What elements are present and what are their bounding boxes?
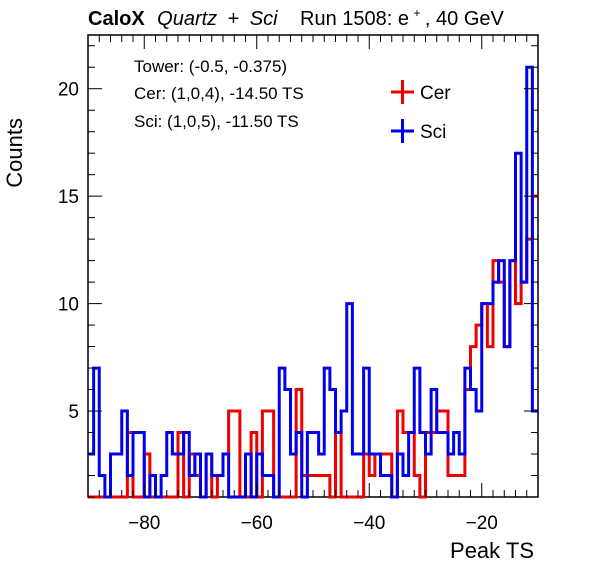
y-tick-label: 10 xyxy=(58,295,79,316)
legend: Cer Sci xyxy=(391,80,451,143)
x-tick-label: −80 xyxy=(128,513,160,534)
x-tick-label: −40 xyxy=(353,513,385,534)
legend-item-cer: Cer xyxy=(391,80,451,104)
title-run-suffix: , 40 GeV xyxy=(425,8,505,30)
y-tick-label: 5 xyxy=(68,402,79,423)
title-subtitle-b: Sci xyxy=(250,8,278,30)
x-axis-label: Peak TS xyxy=(450,538,534,563)
y-tick-label: 20 xyxy=(58,80,79,101)
chart-title: CaloX Quartz + Sci Run 1508: e + , 40 Ge… xyxy=(88,4,505,30)
x-tick-label: −60 xyxy=(241,513,273,534)
title-subtitle-plus: + xyxy=(228,8,240,30)
legend-label-sci: Sci xyxy=(420,122,446,143)
plot-frame xyxy=(87,34,539,498)
series-line-cer xyxy=(88,194,538,499)
title-brand: CaloX xyxy=(88,8,145,30)
y-tick-label: 15 xyxy=(58,187,79,208)
x-tick-label: −20 xyxy=(466,513,498,534)
title-subtitle-a: Quartz xyxy=(157,8,217,30)
legend-label-cer: Cer xyxy=(420,83,451,104)
annotation-tower: Tower: (-0.5, -0.375) xyxy=(134,57,287,76)
series-sci xyxy=(88,65,538,499)
annotation-cer: Cer: (1,0,4), -14.50 TS xyxy=(134,84,304,103)
title-run-superscript: + xyxy=(413,6,420,20)
annotation-sci: Sci: (1,0,5), -11.50 TS xyxy=(134,112,299,131)
series-line-sci xyxy=(88,65,538,499)
series-cer xyxy=(88,194,538,499)
legend-item-sci: Sci xyxy=(391,119,446,143)
axis-ticks: −80 −60 −40 −20 5 10 15 20 xyxy=(58,35,539,534)
y-axis-label: Counts xyxy=(2,118,27,188)
title-run-prefix: Run 1508: e xyxy=(300,8,409,30)
